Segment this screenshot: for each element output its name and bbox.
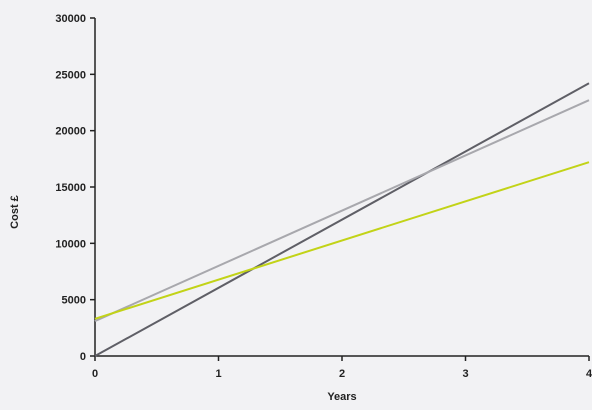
x-tick-label: 0 [92, 368, 98, 380]
x-axis-label: Years [327, 391, 356, 403]
x-axis: 0 1 2 3 4 [92, 355, 592, 380]
x-tick-label: 3 [462, 368, 468, 380]
y-tick-label: 30000 [55, 13, 86, 25]
y-axis-label: Cost £ [9, 195, 21, 229]
series-line-3 [94, 161, 590, 320]
y-tick-label: 0 [80, 351, 86, 363]
x-tick-label: 4 [586, 368, 592, 380]
x-tick-label: 1 [215, 368, 221, 380]
y-axis: 0 5000 10000 15000 20000 25000 30000 [55, 13, 96, 363]
y-tick-label: 5000 [62, 295, 86, 307]
y-tick-label: 20000 [55, 126, 86, 138]
series-line-2 [94, 99, 590, 323]
series-layer [94, 82, 590, 357]
y-tick-label: 25000 [55, 69, 86, 81]
x-tick-label: 2 [339, 368, 345, 380]
y-tick-label: 15000 [55, 182, 86, 194]
y-tick-label: 10000 [55, 238, 86, 250]
series-line-1 [94, 82, 590, 357]
